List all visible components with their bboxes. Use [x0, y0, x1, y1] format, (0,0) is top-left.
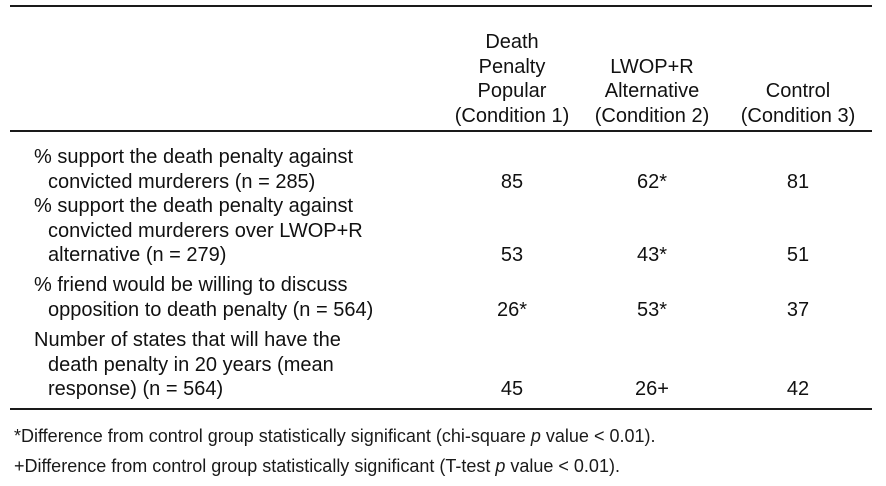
footnote-t-test: +Difference from control group statistic… — [14, 454, 620, 478]
table-cell: 43* — [588, 243, 716, 268]
header-line: Penalty — [479, 55, 546, 80]
row-label-line: alternative (n = 279) — [34, 243, 434, 268]
header-line: (Condition 2) — [595, 104, 710, 129]
row-label-line: % support the death penalty against — [34, 194, 434, 219]
header-line: Death — [485, 30, 538, 55]
footnote-italic: p — [531, 426, 541, 446]
row-label-line: response) (n = 564) — [34, 377, 434, 402]
header-rule — [10, 130, 872, 132]
footnote-italic: p — [495, 456, 505, 476]
table-bottom-rule — [10, 408, 872, 410]
footnote-text: *Difference from control group statistic… — [14, 426, 531, 446]
row-label-line: death penalty in 20 years (mean — [34, 353, 434, 378]
header-line: (Condition 1) — [455, 104, 570, 129]
table-cell: 51 — [724, 243, 872, 268]
table-cell: 53* — [588, 298, 716, 323]
row-label-line: % support the death penalty against — [34, 145, 434, 170]
table-cell: 53 — [442, 243, 582, 268]
column-header-lwop-alternative: LWOP+R Alternative (Condition 2) — [588, 22, 716, 128]
header-line: Alternative — [605, 79, 700, 104]
row-label: % support the death penalty against conv… — [34, 194, 434, 268]
table-cell: 62* — [588, 170, 716, 195]
table-cell: 26* — [442, 298, 582, 323]
results-table: Death Penalty Popular (Condition 1) LWOP… — [0, 0, 886, 486]
table-cell: 85 — [442, 170, 582, 195]
row-label-line: Number of states that will have the — [34, 328, 434, 353]
header-line: LWOP+R — [610, 55, 694, 80]
footnote-text: value < 0.01). — [541, 426, 656, 446]
table-top-rule — [10, 5, 872, 7]
table-cell: 42 — [724, 377, 872, 402]
header-line: Control — [766, 79, 830, 104]
table-cell: 81 — [724, 170, 872, 195]
row-label-line: convicted murderers (n = 285) — [34, 170, 434, 195]
row-label-line: opposition to death penalty (n = 564) — [34, 298, 434, 323]
column-header-control: Control (Condition 3) — [724, 22, 872, 128]
header-line: (Condition 3) — [741, 104, 856, 129]
row-label: % friend would be willing to discuss opp… — [34, 273, 434, 322]
row-label: % support the death penalty against conv… — [34, 145, 434, 194]
footnote-text: value < 0.01). — [505, 456, 620, 476]
header-line: Popular — [478, 79, 547, 104]
row-label-line: % friend would be willing to discuss — [34, 273, 434, 298]
column-header-death-penalty-popular: Death Penalty Popular (Condition 1) — [442, 22, 582, 128]
table-cell: 37 — [724, 298, 872, 323]
row-label: Number of states that will have the deat… — [34, 328, 434, 402]
footnote-text: +Difference from control group statistic… — [14, 456, 495, 476]
footnote-chi-square: *Difference from control group statistic… — [14, 424, 655, 448]
table-cell: 26+ — [588, 377, 716, 402]
row-label-line: convicted murderers over LWOP+R — [34, 219, 434, 244]
table-cell: 45 — [442, 377, 582, 402]
